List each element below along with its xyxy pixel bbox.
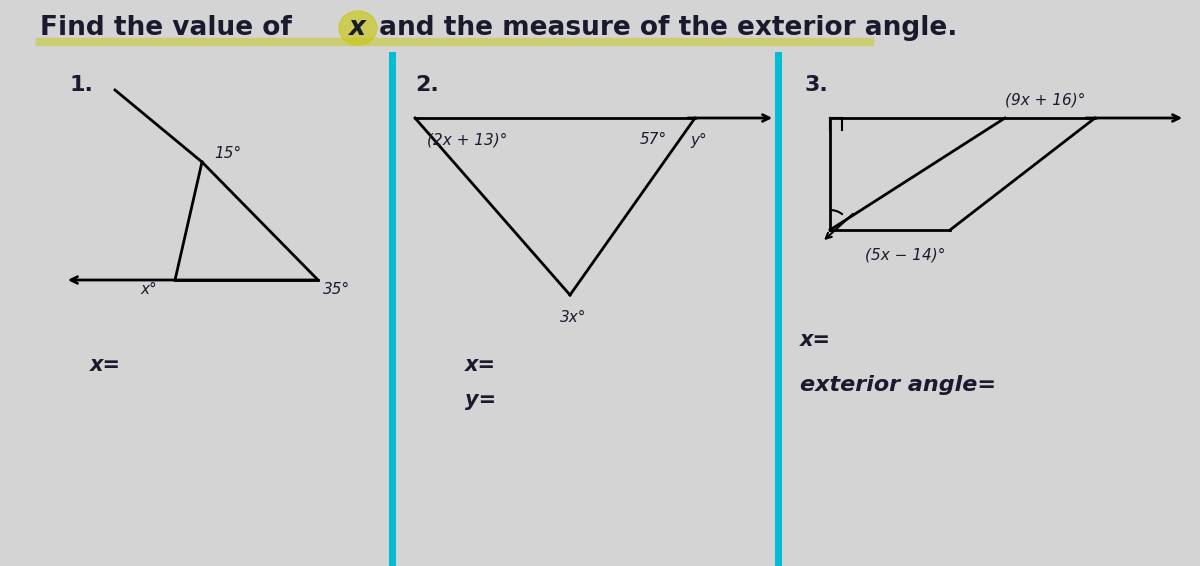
Text: x: x (348, 15, 365, 41)
Text: y=: y= (466, 390, 496, 410)
Text: and the measure of the exterior angle.: and the measure of the exterior angle. (370, 15, 958, 41)
Text: 15°: 15° (214, 147, 241, 161)
Text: (2x + 13)°: (2x + 13)° (427, 132, 508, 148)
Text: (5x − 14)°: (5x − 14)° (865, 247, 946, 263)
Text: 57°: 57° (640, 132, 667, 148)
Text: x=: x= (466, 355, 496, 375)
Text: (9x + 16)°: (9x + 16)° (1006, 92, 1085, 108)
Text: 1.: 1. (70, 75, 94, 95)
Text: x=: x= (800, 330, 830, 350)
Text: 3x°: 3x° (560, 310, 587, 324)
Text: 3.: 3. (805, 75, 829, 95)
Ellipse shape (340, 11, 377, 45)
Text: x°: x° (140, 282, 157, 298)
Text: 2.: 2. (415, 75, 439, 95)
Text: x=: x= (90, 355, 121, 375)
Text: Find the value of: Find the value of (40, 15, 301, 41)
Text: 35°: 35° (323, 282, 350, 298)
Text: y°: y° (690, 132, 707, 148)
Text: exterior angle=: exterior angle= (800, 375, 996, 395)
